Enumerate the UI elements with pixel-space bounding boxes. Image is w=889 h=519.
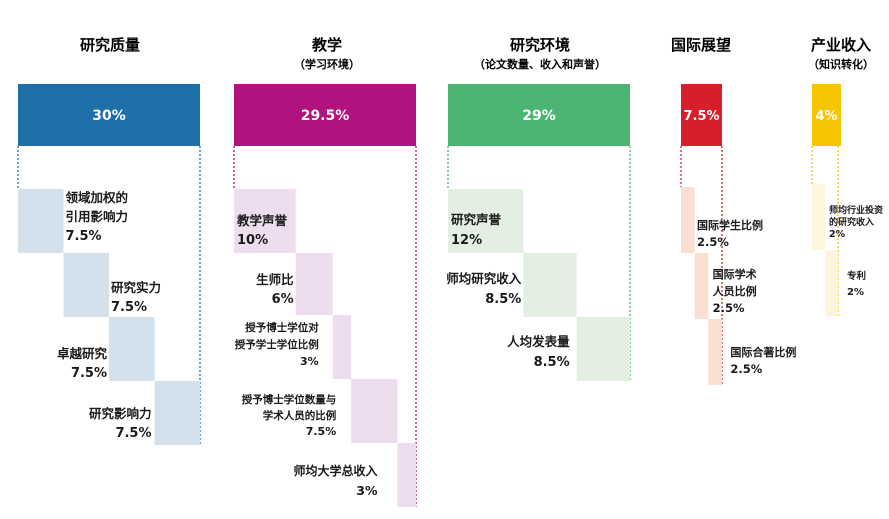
sub-bar bbox=[681, 187, 695, 253]
pillar-head-bar bbox=[681, 84, 722, 146]
sub-label: 人员比例 bbox=[713, 284, 757, 298]
sub-bar bbox=[523, 253, 577, 317]
pillar-head-bar bbox=[812, 84, 841, 146]
sub-value: 2.5% bbox=[697, 235, 729, 249]
sub-label: 引用影响力 bbox=[66, 209, 129, 224]
sub-bar bbox=[708, 319, 722, 385]
pillar-subtitle: （知识转化） bbox=[808, 57, 874, 71]
pillar-teaching: 教学 （学习环境） 29.5% 教学声誉 10% 生师比 6% 授予博士学位对授予学士学位比例… bbox=[233, 36, 417, 507]
sub-bar bbox=[234, 189, 296, 253]
sub-bar bbox=[351, 379, 398, 443]
pillar-title: 研究环境 bbox=[510, 36, 570, 54]
sub-value: 7.5% bbox=[111, 300, 147, 315]
sub-value: 12% bbox=[451, 233, 482, 248]
pillar-title: 产业收入 bbox=[811, 36, 871, 54]
sub-label: 授予学士学位比例 bbox=[235, 338, 319, 351]
sub-bar bbox=[448, 189, 524, 253]
sub-bar bbox=[109, 317, 155, 381]
sub-label: 师均研究收入 bbox=[446, 271, 522, 286]
sub-value: 10% bbox=[237, 233, 268, 248]
sub-label: 师均大学总收入 bbox=[293, 463, 377, 478]
sub-label: 授予博士学位对 bbox=[245, 321, 319, 334]
sub-value: 7.5% bbox=[71, 366, 107, 381]
sub-label: 师均行业投资 bbox=[829, 204, 883, 216]
sub-bar bbox=[694, 253, 709, 319]
sub-label: 生师比 bbox=[256, 272, 294, 287]
sub-bar bbox=[154, 381, 200, 445]
sub-bar bbox=[18, 189, 64, 253]
pillar-research_env: 研究环境 （论文数量、收入和声誉） 29% 研究声誉 12% 师均研究收入 8.5% 人均发表… bbox=[446, 36, 631, 381]
sub-value: 7.5% bbox=[66, 229, 102, 244]
sub-value: 2% bbox=[829, 229, 846, 240]
sub-value: 3% bbox=[356, 483, 378, 498]
sub-bar bbox=[63, 253, 109, 317]
sub-value: 3% bbox=[300, 355, 319, 368]
sub-bar bbox=[332, 315, 352, 379]
sub-bar bbox=[576, 317, 630, 381]
pillar-head-bar bbox=[448, 84, 630, 146]
pillar-subtitle: （学习环境） bbox=[294, 57, 360, 71]
sub-bar bbox=[812, 184, 825, 250]
pillar-head-value: 29.5% bbox=[301, 108, 350, 124]
sub-value: 2% bbox=[847, 287, 864, 298]
sub-label: 研究声誉 bbox=[451, 212, 502, 227]
sub-value: 2.5% bbox=[730, 362, 762, 376]
sub-value: 7.5% bbox=[115, 426, 151, 441]
sub-label: 人均发表量 bbox=[507, 334, 570, 349]
sub-label: 国际学生比例 bbox=[697, 218, 763, 232]
sub-label: 专利 bbox=[847, 270, 866, 282]
pillar-head-bar bbox=[234, 84, 416, 146]
sub-label: 研究实力 bbox=[111, 280, 161, 295]
pillar-head-value: 30% bbox=[92, 108, 126, 124]
sub-label: 卓越研究 bbox=[57, 346, 108, 361]
sub-label: 授予博士学位数量与 bbox=[242, 393, 337, 406]
pillar-head-value: 7.5% bbox=[683, 109, 719, 124]
pillar-title: 国际展望 bbox=[671, 36, 731, 54]
sub-label: 领域加权的 bbox=[66, 190, 129, 205]
pillar-title: 教学 bbox=[311, 36, 342, 54]
sub-label: 学术人员的比例 bbox=[263, 409, 337, 422]
sub-bar bbox=[295, 253, 333, 315]
pillar-subtitle: （论文数量、收入和声誉） bbox=[474, 57, 606, 71]
sub-value: 7.5% bbox=[306, 425, 337, 438]
sub-bar bbox=[825, 250, 838, 316]
sub-label: 研究影响力 bbox=[89, 406, 152, 421]
pillar-head-value: 4% bbox=[815, 109, 837, 124]
sub-label: 国际学术 bbox=[713, 267, 757, 281]
sub-label: 的研究收入 bbox=[829, 216, 874, 228]
sub-label: 国际合著比例 bbox=[730, 345, 796, 359]
pillar-head-value: 29% bbox=[522, 108, 556, 124]
sub-value: 2.5% bbox=[713, 301, 745, 315]
pillar-title: 研究质量 bbox=[80, 36, 140, 54]
sub-value: 6% bbox=[272, 292, 294, 307]
sub-label: 教学声誉 bbox=[236, 213, 288, 228]
sub-value: 8.5% bbox=[534, 355, 570, 370]
pillar-head-bar bbox=[18, 84, 200, 146]
sub-bar bbox=[397, 443, 416, 507]
sub-value: 8.5% bbox=[485, 292, 521, 307]
